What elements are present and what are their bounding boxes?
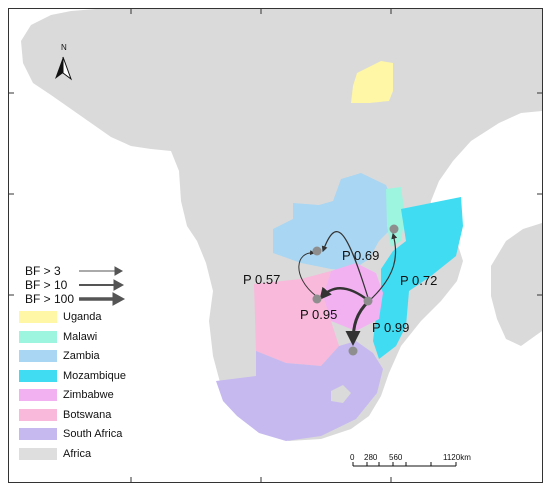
map-frame: N BF > 3 BF > 10 BF > 100 P 0.69 P 0.57 …	[8, 8, 543, 483]
prob-label: P 0.95	[300, 307, 338, 322]
arrow-botswana-zambia	[298, 250, 317, 297]
prob-label: P 0.72	[400, 273, 438, 288]
scale-tick-label: 560	[389, 453, 403, 462]
node-zambia	[312, 246, 322, 256]
lesotho-region	[331, 385, 351, 403]
legend-swatch	[19, 330, 57, 343]
mozambique-region	[373, 197, 463, 359]
prob-label: P 0.99	[372, 320, 410, 335]
north-arrow-icon	[55, 56, 73, 81]
legend-swatch	[19, 408, 57, 421]
legend-label: Malawi	[63, 330, 98, 343]
legend-swatch	[19, 428, 57, 440]
uganda-region	[351, 61, 393, 103]
legend-swatch	[19, 311, 57, 323]
legend-swatch	[19, 350, 57, 362]
zimbabwe-region	[323, 263, 383, 331]
legend-label: Africa	[63, 447, 92, 460]
scale-bar	[352, 462, 457, 467]
node-south-africa	[348, 346, 358, 356]
madagascar	[491, 223, 542, 346]
prob-label: P 0.57	[243, 272, 281, 287]
north-label: N	[61, 43, 67, 52]
bf-legend-100: BF > 100	[25, 292, 75, 306]
scale-tick-label: 0	[350, 453, 355, 462]
scale-tick-label: 1120km	[443, 453, 471, 462]
legend-label: Botswana	[63, 408, 112, 421]
bf-legend-arrows	[79, 266, 126, 306]
node-malawi	[389, 224, 399, 234]
legend-swatch	[19, 447, 57, 460]
arrow-to-botswana	[319, 286, 370, 302]
bf-legend-3: BF > 3	[25, 264, 61, 278]
prob-label: P 0.69	[342, 248, 380, 263]
node-zimbabwe	[363, 296, 373, 306]
legend-label: Zambia	[63, 350, 100, 362]
south-africa-region	[216, 341, 383, 441]
legend-label: Mozambique	[63, 369, 126, 382]
zambia-region	[273, 173, 393, 271]
bf-legend-10: BF > 10	[25, 278, 68, 292]
scale-tick-label: 280	[364, 453, 378, 462]
legend-label: Uganda	[63, 311, 102, 323]
location-nodes	[312, 224, 399, 356]
legend-swatch	[19, 389, 57, 401]
arrow-to-malawi	[368, 232, 398, 302]
node-botswana	[312, 294, 322, 304]
map-canvas	[9, 9, 542, 482]
frame-ticks	[9, 9, 542, 482]
legend-swatch	[19, 369, 57, 382]
legend-label: Zimbabwe	[63, 389, 114, 401]
arrow-to-zambia	[321, 231, 370, 302]
legend-label: South Africa	[63, 428, 123, 440]
